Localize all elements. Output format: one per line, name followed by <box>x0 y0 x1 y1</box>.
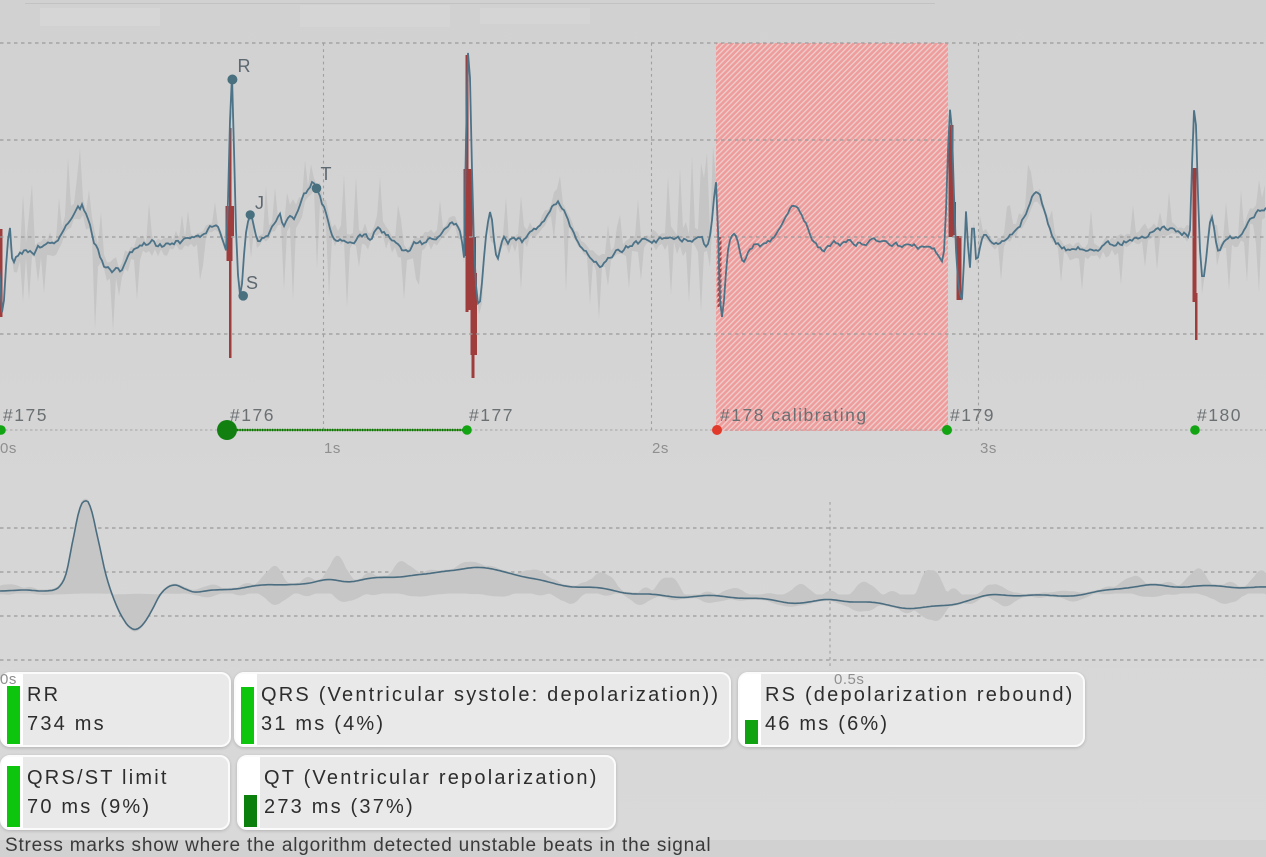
svg-text:#177: #177 <box>469 405 514 425</box>
svg-text:#178 calibrating: #178 calibrating <box>720 405 868 425</box>
svg-text:3s: 3s <box>980 440 997 457</box>
svg-text:#175: #175 <box>3 405 48 425</box>
svg-text:J: J <box>255 193 264 213</box>
svg-text:0s: 0s <box>0 671 17 688</box>
svg-text:T: T <box>321 164 332 184</box>
svg-text:R: R <box>238 56 251 76</box>
svg-text:S: S <box>246 273 258 293</box>
svg-text:1s: 1s <box>324 440 341 457</box>
svg-text:#176: #176 <box>230 405 275 425</box>
svg-text:2s: 2s <box>652 440 669 457</box>
svg-text:#180: #180 <box>1197 405 1242 425</box>
svg-text:0s: 0s <box>0 440 17 457</box>
svg-text:0.5s: 0.5s <box>834 671 864 688</box>
svg-text:#179: #179 <box>950 405 995 425</box>
